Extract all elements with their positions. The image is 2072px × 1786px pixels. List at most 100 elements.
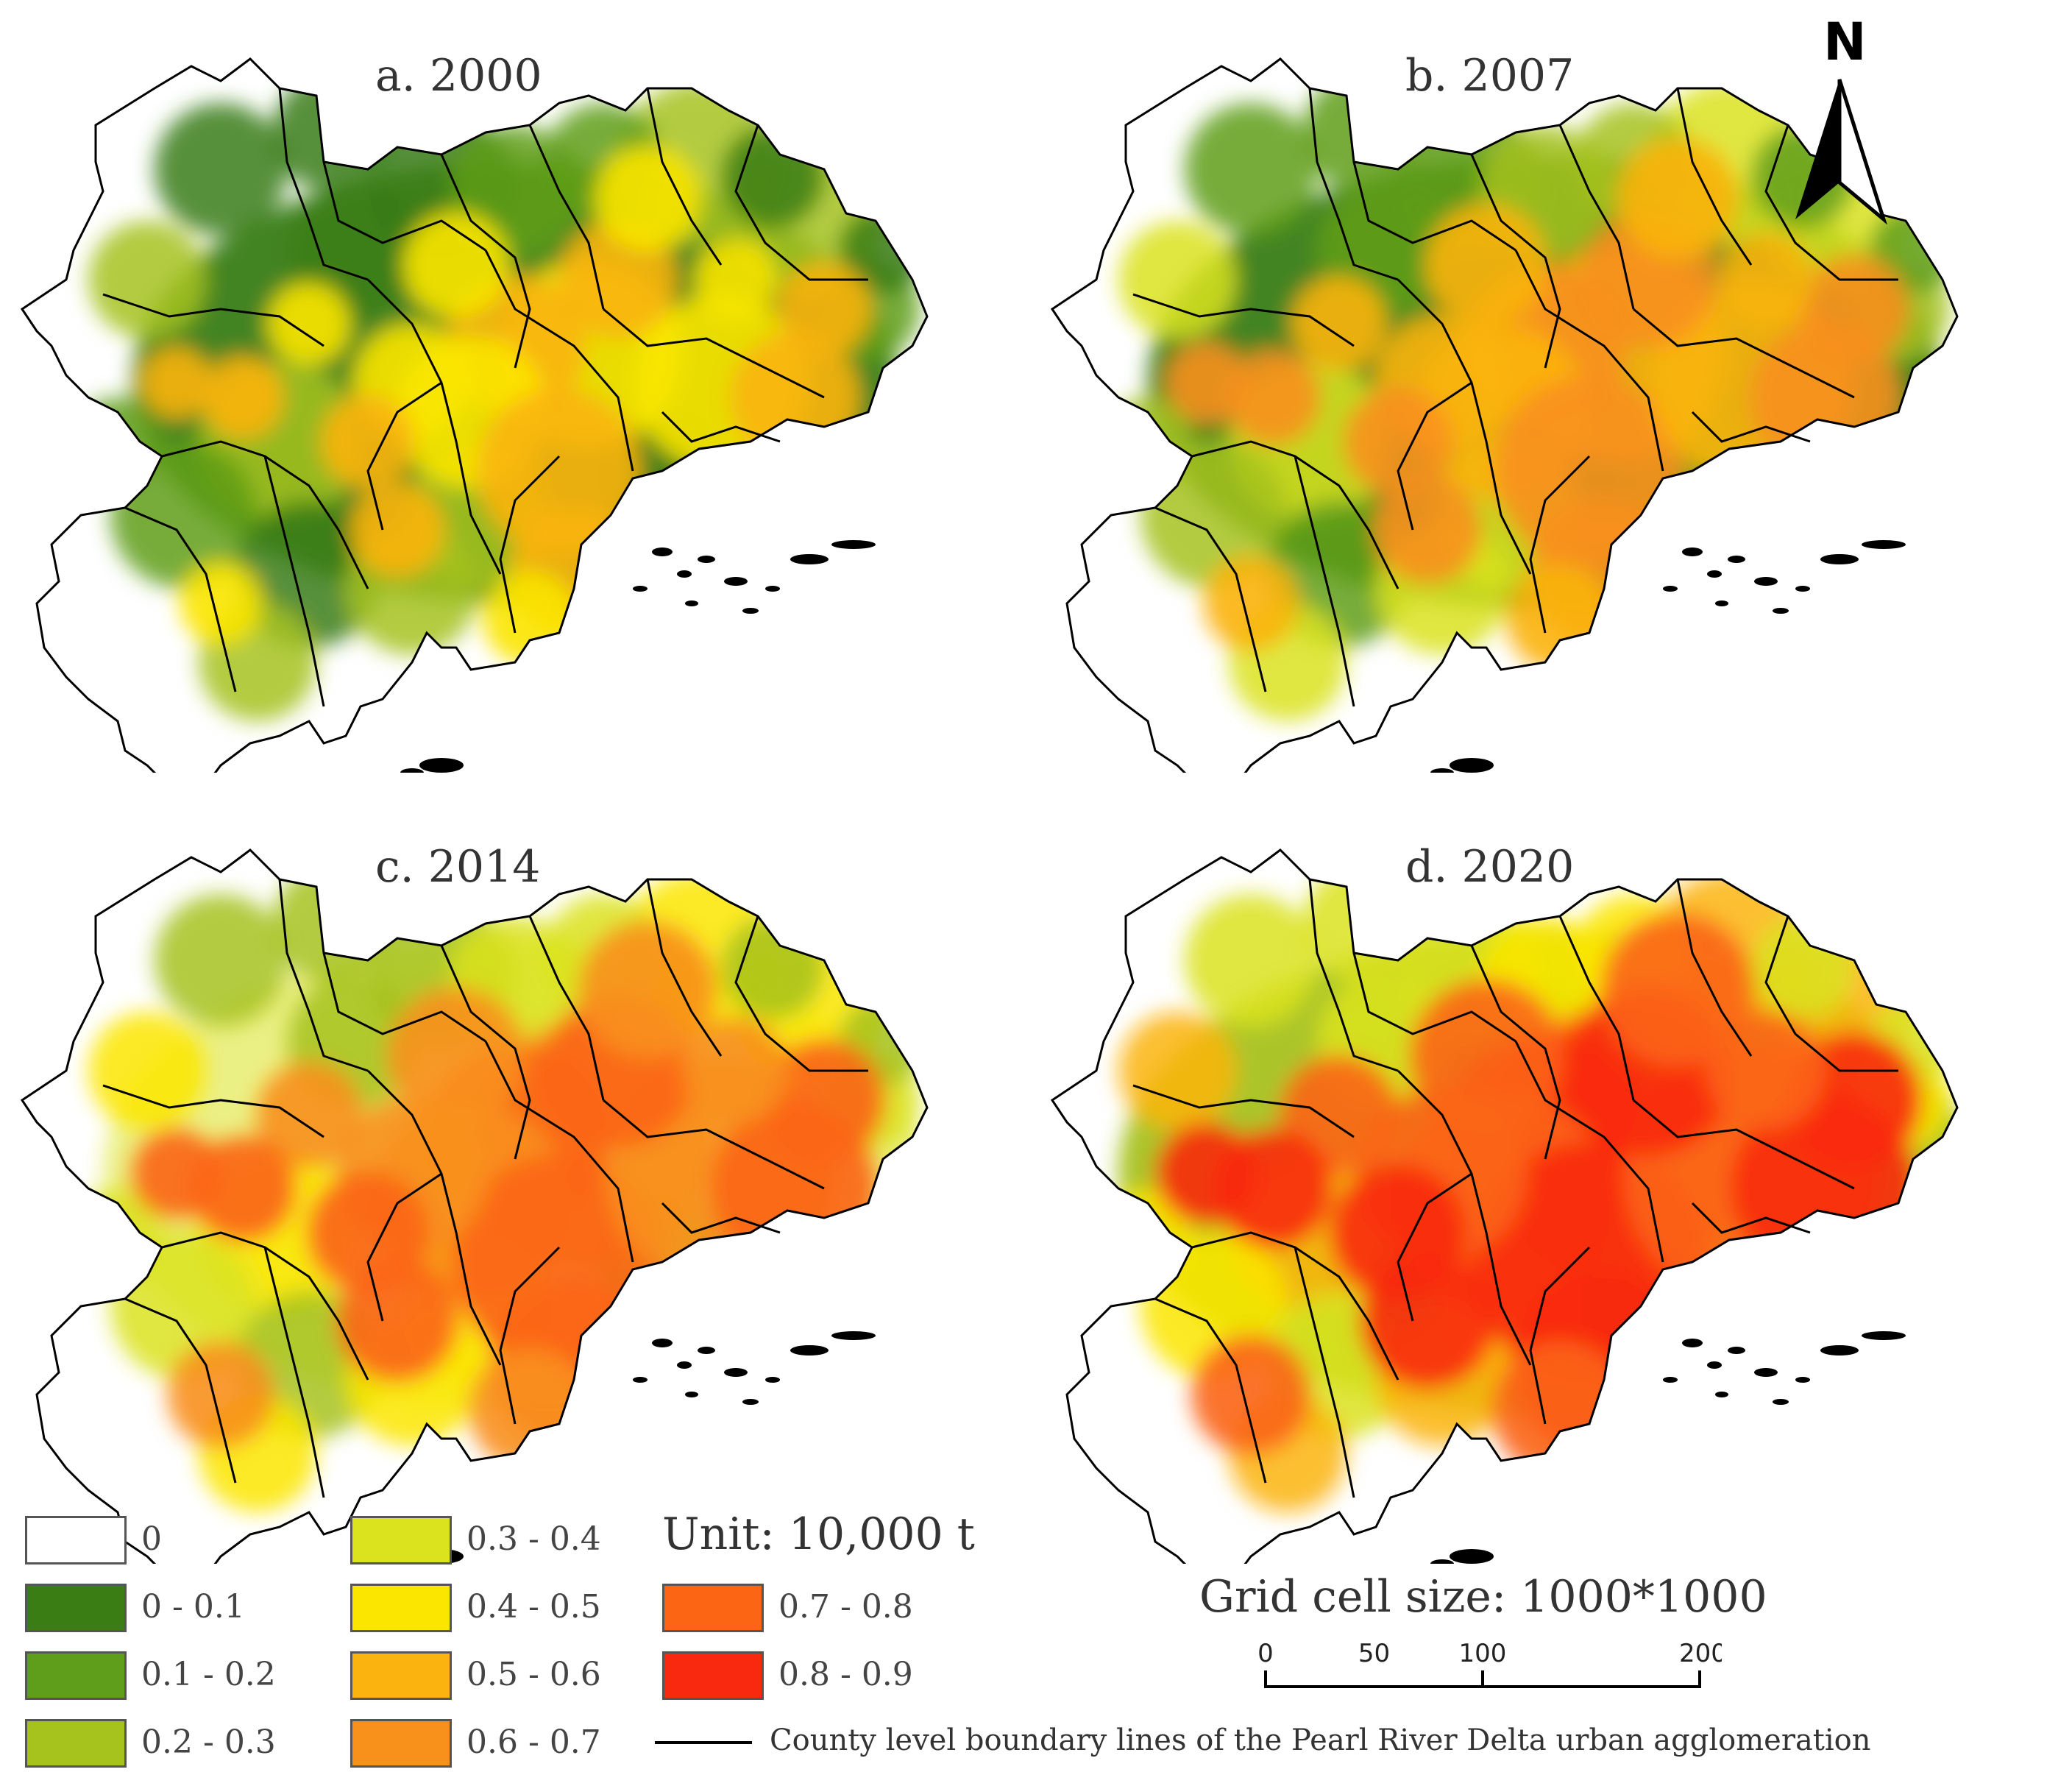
island (633, 586, 648, 592)
legend-swatch (662, 1651, 764, 1700)
legend-label: 0.8 - 0.9 (778, 1656, 913, 1693)
island (1450, 1549, 1494, 1564)
county-boundary (646, 879, 723, 1057)
scale-tick-label: 0 (1257, 1639, 1274, 1668)
region-boundary (20, 848, 929, 1564)
emission-hotspot (387, 987, 525, 1125)
county-boundary (161, 1231, 369, 1381)
county-boundary (1397, 278, 1532, 575)
county-boundary (124, 506, 237, 692)
island (765, 1377, 780, 1383)
island (1820, 1345, 1859, 1356)
county-boundary (734, 915, 868, 1072)
emission-hotspot (477, 389, 642, 553)
island (419, 758, 464, 773)
legend-label: 0.7 - 0.8 (778, 1588, 913, 1626)
emission-hotspot (1166, 341, 1248, 424)
island (1728, 1347, 1745, 1354)
emission-hotspot (1706, 1010, 1826, 1131)
island (1707, 1361, 1722, 1369)
county-boundary (528, 124, 605, 310)
county-boundary (366, 1172, 442, 1322)
emission-hotspot (268, 283, 350, 365)
county-boundary (1676, 879, 1753, 1057)
map-panel-2007: b. 2007 (1030, 0, 2060, 773)
county-boundary (484, 249, 634, 472)
emission-hotspot (1505, 564, 1614, 673)
panel-title-2007: b. 2007 (1405, 50, 1575, 102)
panel-title-2020: d. 2020 (1405, 841, 1575, 893)
island (1795, 586, 1810, 592)
island (1754, 577, 1778, 586)
emission-hotspot (1359, 1252, 1496, 1389)
island (698, 556, 715, 563)
intensity-layer (1104, 865, 1957, 1512)
county-boundary (603, 1099, 825, 1190)
emission-hotspot (180, 562, 262, 645)
island (1682, 1339, 1703, 1347)
emission-patch (88, 221, 206, 339)
island (677, 1361, 692, 1369)
county-boundary (1308, 88, 1399, 281)
island (1754, 1368, 1778, 1377)
county-boundary (322, 161, 486, 252)
emission-hotspot (695, 238, 777, 321)
legend-label: 0.1 - 0.2 (141, 1656, 276, 1693)
county-boundary (1154, 1297, 1267, 1484)
north-arrow-icon (1795, 79, 1887, 225)
county-boundary (102, 293, 324, 347)
county-boundary (366, 381, 442, 531)
county-boundary (1470, 154, 1561, 369)
emission-patch (155, 894, 287, 1027)
county-boundary (1558, 124, 1635, 310)
legend-label: 0.3 - 0.4 (466, 1520, 601, 1558)
island (831, 1331, 876, 1340)
panel-title-2000: a. 2000 (375, 50, 542, 102)
county-boundary (366, 278, 502, 575)
emission-hotspot (1425, 204, 1547, 326)
legend-swatch (350, 1516, 452, 1564)
emission-hotspot (167, 1341, 274, 1448)
boundary-line-sample (655, 1741, 752, 1744)
region-boundary (20, 57, 929, 773)
emission-hotspot (1718, 232, 1814, 327)
emission-patch (1118, 1012, 1236, 1130)
island (400, 768, 424, 773)
county-boundary (1633, 1099, 1855, 1190)
island (685, 1392, 698, 1397)
island (831, 540, 876, 549)
emission-hotspot (1203, 556, 1299, 651)
county-boundary (1352, 161, 1516, 252)
county-boundary (440, 945, 531, 1160)
county-boundary (1558, 915, 1635, 1101)
emission-hotspot (321, 394, 415, 489)
county-boundary (1154, 506, 1267, 692)
emission-hotspot (682, 1017, 790, 1124)
island (1430, 1559, 1454, 1564)
county-boundary (1470, 945, 1561, 1160)
county-boundary (1764, 124, 1898, 281)
island (765, 586, 780, 592)
island (1715, 600, 1728, 606)
island (652, 548, 673, 556)
island (1728, 556, 1745, 563)
legend-swatch (25, 1719, 127, 1768)
county-boundary (278, 88, 369, 281)
county-boundary (661, 1202, 781, 1234)
emission-hotspot (468, 1347, 592, 1471)
emission-patch (287, 184, 419, 316)
county-boundary (1352, 952, 1516, 1043)
county-boundary (1191, 1231, 1399, 1381)
island (1862, 540, 1906, 549)
region-boundary (1050, 848, 1959, 1564)
emission-hotspot (1225, 350, 1321, 445)
emission-hotspot (350, 483, 444, 577)
intensity-layer (74, 865, 927, 1512)
county-boundary (734, 124, 868, 281)
island (724, 1368, 748, 1377)
emission-hotspot (1191, 1334, 1311, 1455)
county-boundary (499, 455, 561, 634)
county-boundary (161, 440, 369, 589)
legend-label: 0.2 - 0.3 (141, 1723, 276, 1761)
island (652, 1339, 673, 1347)
